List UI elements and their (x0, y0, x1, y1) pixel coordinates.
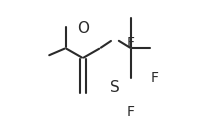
Text: F: F (127, 36, 135, 50)
Text: F: F (127, 105, 135, 119)
Text: O: O (77, 21, 89, 36)
Text: F: F (150, 71, 158, 85)
Text: S: S (110, 80, 120, 95)
